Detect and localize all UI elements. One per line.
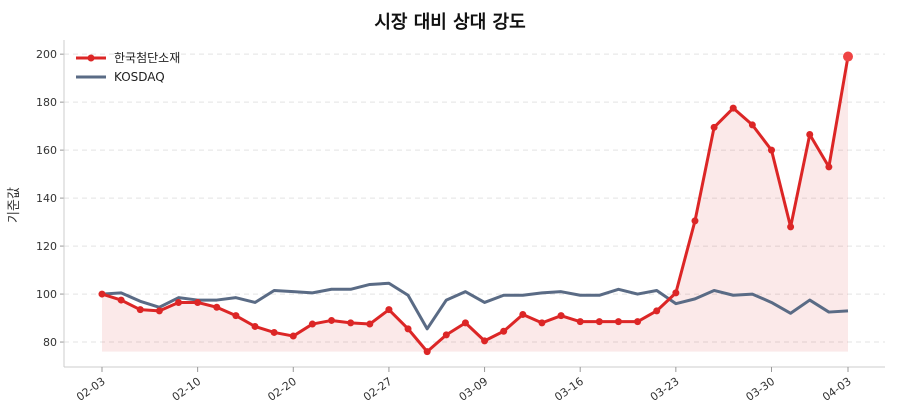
data-point [98,290,106,298]
data-point [576,318,584,326]
data-point [538,319,546,327]
data-point [347,319,355,327]
data-point [614,318,622,326]
data-point [481,337,489,345]
y-axis-label: 기준값 [7,187,22,223]
data-point [653,307,661,315]
chart-title: 시장 대비 상대 강도 [374,12,525,33]
x-tick-label: 02-27 [361,375,395,404]
data-point [136,306,144,314]
data-point [366,320,374,328]
y-tick-label: 100 [36,288,57,301]
data-point [461,319,469,327]
data-point [442,331,450,339]
data-point [767,146,775,154]
data-point [748,121,756,129]
data-point [385,306,393,314]
y-tick-label: 200 [36,48,57,61]
data-point [729,104,737,112]
legend-label-series-1: 한국첨단소재 [114,51,180,65]
y-tick-label: 120 [36,240,57,253]
data-point [194,298,202,306]
data-point [806,131,814,139]
y-tick-label: 80 [43,336,57,349]
legend-marker-series-1 [87,54,95,62]
data-point [328,316,336,324]
data-point [404,325,412,333]
x-tick-label: 02-03 [74,375,108,404]
data-point [213,303,221,311]
x-tick-label: 03-09 [457,375,491,404]
data-point [251,322,259,330]
data-point [423,348,431,356]
data-point [500,327,508,335]
legend-label-series-2: KOSDAQ [114,70,165,84]
data-point [787,223,795,231]
data-point [825,163,833,171]
data-point [843,51,853,62]
data-point [691,217,699,225]
x-tick-label: 04-03 [820,375,854,404]
x-tick-label: 02-10 [170,375,204,404]
series-line-한국첨단소재 [101,56,850,354]
data-point [155,307,163,315]
data-point [117,296,125,304]
x-tick-label: 03-16 [552,375,586,404]
data-point [232,312,240,320]
data-point [595,318,603,326]
data-point [270,328,278,336]
y-tick-label: 160 [36,144,57,157]
x-tick-label: 03-23 [648,375,682,404]
data-point [672,289,680,297]
y-tick-label: 180 [36,96,57,109]
y-tick-label: 140 [36,192,57,205]
data-point [710,123,718,131]
data-point [175,298,183,306]
legend: 한국첨단소재 KOSDAQ [76,51,180,84]
data-point [634,318,642,326]
data-point [289,332,297,340]
x-tick-label: 02-20 [265,375,299,404]
data-point [308,320,316,328]
series-line-KOSDAQ [101,281,849,331]
data-point [557,312,565,320]
x-tick-label: 03-30 [744,375,778,404]
data-point [519,310,527,318]
